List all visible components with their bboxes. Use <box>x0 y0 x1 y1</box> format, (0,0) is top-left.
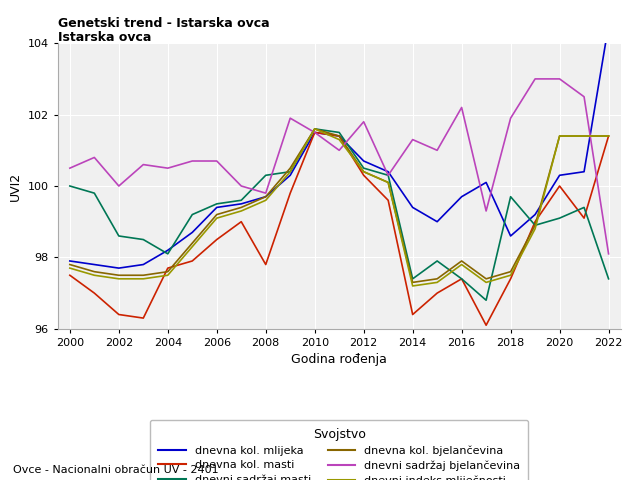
Text: Istarska ovca: Istarska ovca <box>58 31 151 44</box>
Y-axis label: UVI2: UVI2 <box>9 171 22 201</box>
Text: Genetski trend - Istarska ovca: Genetski trend - Istarska ovca <box>58 17 269 30</box>
Text: Ovce - Nacionalni obračun UV - 2401: Ovce - Nacionalni obračun UV - 2401 <box>13 465 218 475</box>
X-axis label: Godina rođenja: Godina rođenja <box>291 353 387 366</box>
Legend: dnevna kol. mlijeka, dnevna kol. masti, dnevni sadržaj masti, dnevna kol. bjelan: dnevna kol. mlijeka, dnevna kol. masti, … <box>150 420 528 480</box>
